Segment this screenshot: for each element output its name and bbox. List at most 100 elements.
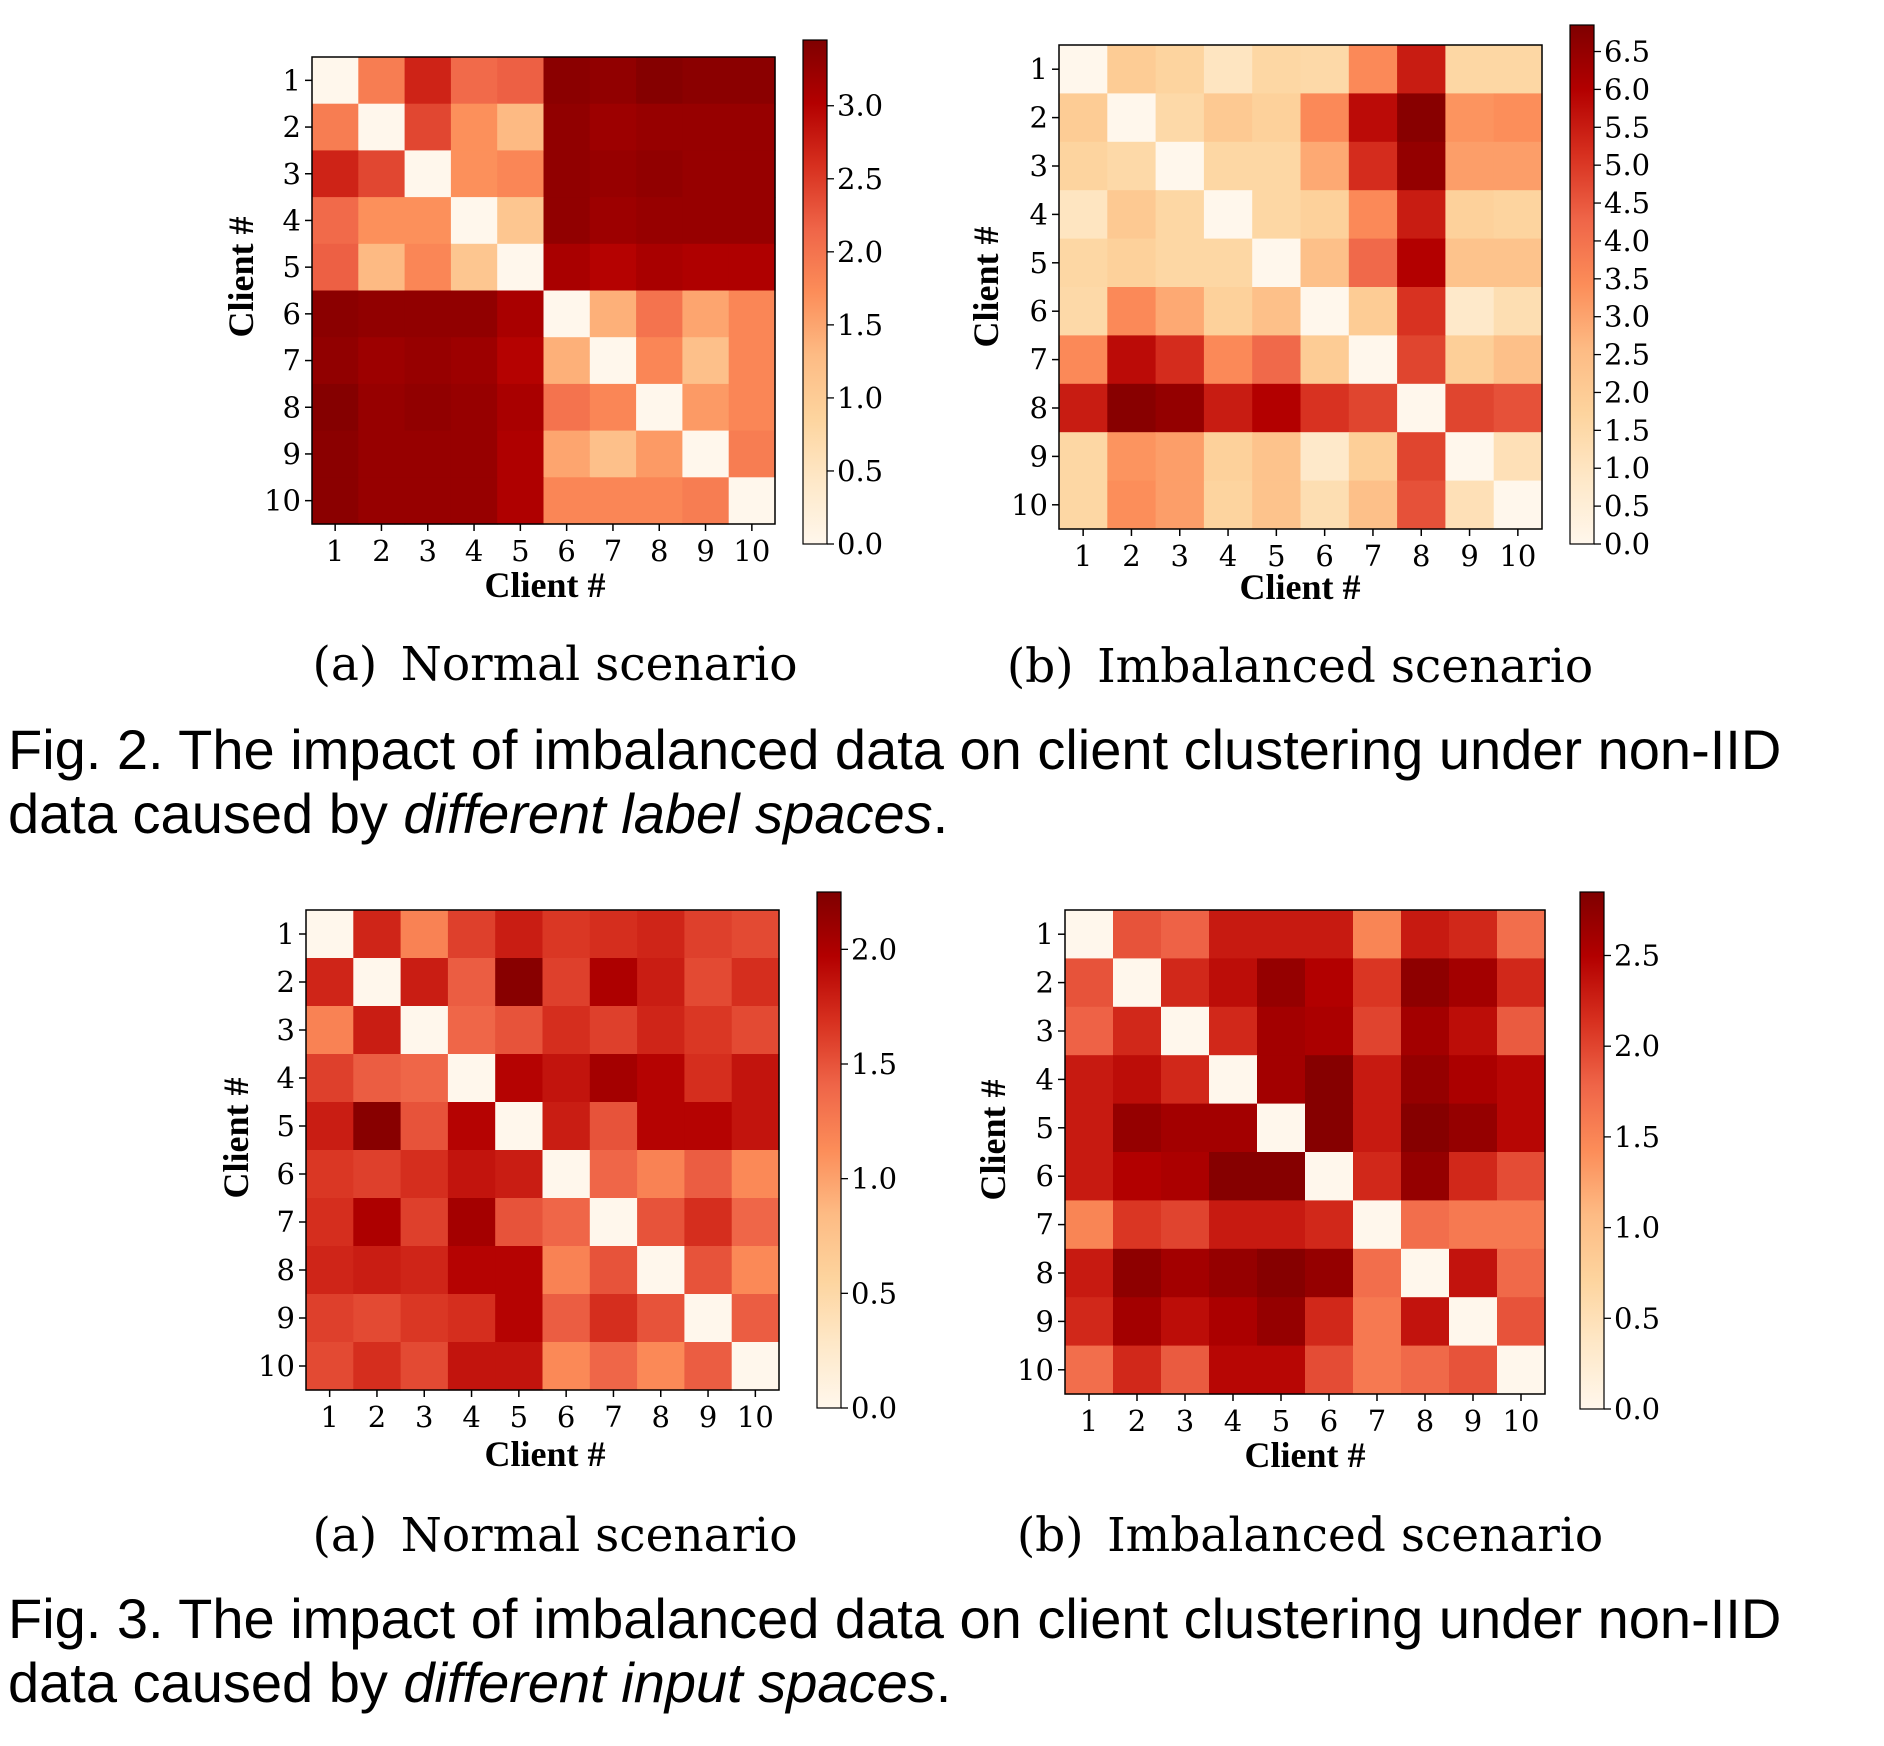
heatmap-cell-r7-c9 xyxy=(684,1198,733,1247)
heatmap-cell-r8-c5 xyxy=(1252,383,1302,433)
heatmap-cell-r5-c7 xyxy=(589,1102,638,1151)
heatmap-cell-r9-c5 xyxy=(1252,432,1302,482)
heatmap-cell-r6-c3 xyxy=(404,290,452,338)
heatmap-cell-r2-c2 xyxy=(353,958,402,1007)
heatmap-cell-r10-c9 xyxy=(1445,480,1495,530)
y-tick-label: 5 xyxy=(1036,1111,1054,1145)
heatmap-cell-r9-c9 xyxy=(1445,432,1495,482)
heatmap-cell-r3-c5 xyxy=(497,150,545,198)
heatmap-cell-r9-c2 xyxy=(1107,432,1157,482)
heatmap-cell-r7-c1 xyxy=(312,337,359,385)
x-tick-label: 5 xyxy=(1272,1404,1290,1438)
figure-3-caption-emphasis: different input spaces xyxy=(403,1651,936,1714)
heatmap-cell-r4-c2 xyxy=(1113,1055,1162,1105)
heatmap-cell-r2-c3 xyxy=(1155,93,1205,143)
heatmap-cell-r7-c2 xyxy=(358,337,406,385)
x-tick-label: 4 xyxy=(1219,539,1237,573)
heatmap-cell-r4-c8 xyxy=(1397,190,1446,240)
heatmap-cell-r10-c1 xyxy=(1065,1345,1114,1395)
heatmap-cell-r5-c9 xyxy=(684,1102,733,1151)
heatmap-cell-r8-c4 xyxy=(1209,1248,1258,1298)
heatmap-cell-r4-c2 xyxy=(353,1054,402,1103)
figure-2-caption-text: data caused by xyxy=(8,782,404,845)
heatmap-cell-r6-c9 xyxy=(1445,287,1495,336)
heatmap-cell-r1-c7 xyxy=(589,57,637,105)
heatmap-cell-r7-c8 xyxy=(1401,1200,1450,1250)
heatmap-cell-r8-c6 xyxy=(543,383,591,432)
y-tick-label: 4 xyxy=(1036,1062,1054,1096)
heatmap-cell-r9-c6 xyxy=(1305,1297,1354,1347)
heatmap-cell-r2-c3 xyxy=(1161,958,1210,1008)
heatmap-cell-r10-c10 xyxy=(1493,480,1543,530)
heatmap-cell-r5-c9 xyxy=(1445,238,1495,288)
heatmap-cell-r4-c3 xyxy=(1161,1055,1210,1105)
heatmap-cell-r1-c9 xyxy=(682,57,730,105)
heatmap-cell-r5-c10 xyxy=(731,1102,780,1151)
heatmap-cell-r7-c2 xyxy=(1107,335,1157,385)
heatmap-cell-r8-c6 xyxy=(1300,383,1350,433)
y-tick-label: 7 xyxy=(1030,343,1048,377)
heatmap-cell-r10-c1 xyxy=(1059,480,1108,530)
heatmap-cell-r2-c4 xyxy=(447,958,496,1007)
x-tick-label: 5 xyxy=(510,1400,528,1434)
x-tick-label: 9 xyxy=(1460,539,1478,573)
heatmap-cell-r8-c9 xyxy=(682,383,730,432)
heatmap-cell-r8-c3 xyxy=(400,1246,449,1295)
heatmap-cell-r1-c3 xyxy=(404,57,452,105)
heatmap-cell-r1-c3 xyxy=(1161,910,1210,959)
colorbar-tick-label: 2.5 xyxy=(1604,338,1650,372)
heatmap-cell-r3-c9 xyxy=(682,150,730,198)
heatmap-cell-r10-c5 xyxy=(1257,1345,1306,1395)
colorbar-tick-label: 2.0 xyxy=(851,932,897,966)
heatmap-cell-r3-c2 xyxy=(1113,1006,1162,1056)
heatmap-cell-r2-c1 xyxy=(1065,958,1114,1008)
heatmap-cell-r1-c10 xyxy=(1493,45,1543,94)
heatmap-cell-r5-c4 xyxy=(447,1102,496,1151)
heatmap-cell-r5-c5 xyxy=(1252,238,1302,288)
heatmap-cell-r4-c5 xyxy=(497,197,545,245)
heatmap-cell-r9-c5 xyxy=(495,1294,544,1343)
heatmap-cell-r1-c1 xyxy=(312,57,359,105)
heatmap-cell-r10-c4 xyxy=(450,477,498,525)
heatmap-cell-r8-c9 xyxy=(1449,1248,1498,1298)
heatmap-cell-r8-c10 xyxy=(1493,383,1543,433)
colorbar-tick-label: 2.0 xyxy=(1614,1029,1660,1063)
heatmap-cell-r5-c1 xyxy=(1059,238,1108,288)
heatmap-cell-r7-c8 xyxy=(637,1198,685,1247)
heatmap-cell-r3-c5 xyxy=(495,1006,544,1055)
heatmap-cell-r9-c4 xyxy=(1209,1297,1258,1347)
x-axis-label: Client # xyxy=(485,1434,606,1474)
heatmap-cell-r6-c10 xyxy=(1497,1152,1546,1201)
heatmap-cell-r6-c1 xyxy=(1065,1152,1114,1201)
heatmap-cell-r7-c4 xyxy=(450,337,498,385)
heatmap-cell-r5-c2 xyxy=(353,1102,402,1151)
x-tick-label: 3 xyxy=(419,534,437,568)
heatmap-cell-r2-c10 xyxy=(731,958,780,1007)
heatmap-cell-r3-c9 xyxy=(684,1006,733,1055)
y-tick-label: 8 xyxy=(1030,391,1048,425)
heatmap-cell-r4-c10 xyxy=(731,1054,780,1103)
heatmap-cell-r7-c10 xyxy=(728,337,776,385)
x-tick-label: 1 xyxy=(1080,1404,1098,1438)
heatmap-cell-r10-c9 xyxy=(682,477,730,525)
heatmap-cell-r10-c6 xyxy=(543,477,591,525)
y-tick-label: 10 xyxy=(264,484,301,518)
y-tick-label: 10 xyxy=(258,1349,295,1383)
x-tick-label: 5 xyxy=(1267,539,1285,573)
y-tick-label: 8 xyxy=(1036,1256,1054,1290)
heatmap-cell-r3-c6 xyxy=(1305,1006,1354,1056)
heatmap-cell-r3-c5 xyxy=(1252,141,1302,191)
heatmap-cell-r1-c8 xyxy=(637,910,685,959)
heatmap-cell-r5-c10 xyxy=(1493,238,1543,288)
heatmap-cell-r7-c9 xyxy=(1445,335,1495,385)
x-tick-label: 9 xyxy=(699,1400,717,1434)
heatmap-cell-r3-c4 xyxy=(447,1006,496,1055)
heatmap-cell-r1-c9 xyxy=(1449,910,1498,959)
heatmap-cell-r5-c7 xyxy=(589,243,637,292)
heatmap-cell-r8-c8 xyxy=(1401,1248,1450,1298)
heatmap-cell-r6-c7 xyxy=(1353,1152,1402,1201)
heatmap-cell-r2-c2 xyxy=(1107,93,1157,143)
heatmap-cell-r1-c4 xyxy=(1203,45,1253,94)
heatmap-cell-r2-c7 xyxy=(1348,93,1398,143)
heatmap-cell-r6-c5 xyxy=(1252,287,1302,336)
